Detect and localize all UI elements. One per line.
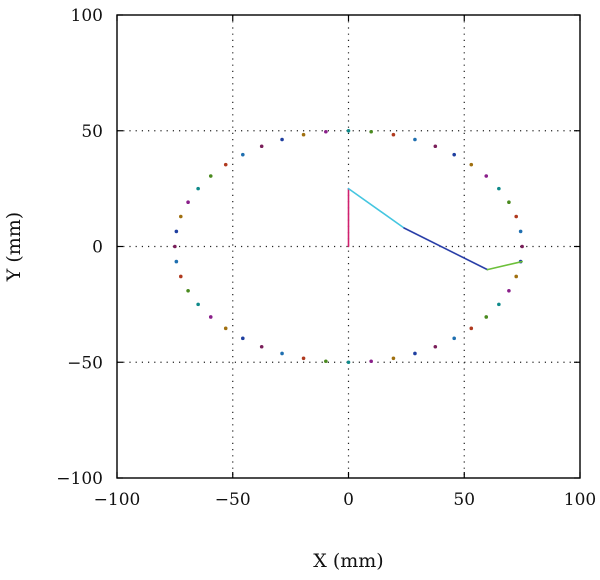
ellipse-point [280, 137, 284, 142]
x-axis-title: X (mm) [313, 550, 383, 572]
ellipse-point [241, 336, 245, 341]
ellipse-point [413, 351, 417, 356]
ellipse-point [484, 315, 489, 319]
ellipse-point [324, 359, 328, 364]
axis-ticks: −100 −50 0 50 100 −100 −50 0 50 100 [56, 6, 596, 510]
y-tick-label: 50 [81, 122, 103, 142]
ellipse-point [223, 326, 228, 331]
ellipse-point [324, 129, 328, 134]
ellipse-point [173, 244, 177, 249]
ellipse-point [301, 356, 306, 361]
ellipse-point [196, 302, 200, 307]
ellipse-point [259, 144, 264, 149]
x-tick-label: 50 [453, 490, 475, 510]
ellipse-point [520, 244, 524, 249]
ellipse-point [346, 360, 351, 365]
ellipse-point [507, 288, 511, 293]
y-tick-label: −100 [56, 469, 103, 489]
ellipse-point [514, 214, 519, 219]
link-4 [486, 260, 523, 271]
y-tick-label: 100 [71, 6, 103, 26]
ellipse-point [223, 162, 228, 167]
ellipse-point [433, 344, 438, 349]
ellipse-point [178, 214, 183, 219]
y-axis-title: Y (mm) [3, 212, 25, 282]
x-tick-label: 100 [564, 490, 596, 510]
ellipse-point [391, 356, 396, 361]
ellipse-point [452, 152, 456, 157]
ellipse-point [413, 137, 417, 142]
ellipse-point [208, 315, 213, 319]
ellipse-point [452, 336, 456, 341]
link-3 [403, 227, 489, 271]
ellipse-point [174, 229, 179, 234]
ellipse-points [173, 128, 524, 365]
ellipse-point [469, 162, 474, 167]
link-2 [347, 187, 405, 229]
ellipse-point [241, 152, 245, 157]
ellipse-point [208, 174, 213, 178]
ellipse-point [178, 274, 183, 279]
ellipse-point [497, 302, 501, 307]
ellipse-point [186, 288, 190, 293]
y-tick-label: 0 [92, 238, 103, 258]
ellipse-point [507, 200, 511, 205]
ellipse-point [196, 186, 200, 191]
ellipse-point [346, 128, 351, 133]
ellipse-point [433, 144, 438, 149]
ellipse-point [514, 274, 519, 279]
ellipse-point [301, 132, 306, 137]
ellipse-point [369, 359, 373, 364]
y-tick-label: −50 [67, 353, 103, 373]
ellipse-point [484, 174, 489, 178]
ellipse-point [186, 200, 190, 205]
mechanism-links [347, 187, 523, 271]
ellipse-point [280, 351, 284, 356]
ellipse-point [391, 132, 396, 137]
ellipse-point [174, 259, 179, 264]
x-tick-label: −100 [94, 490, 141, 510]
ellipse-point [469, 326, 474, 331]
ellipse-point [259, 344, 264, 349]
x-tick-label: 0 [343, 490, 354, 510]
ellipse-point [369, 129, 373, 134]
ellipse-point [518, 229, 523, 234]
x-tick-label: −50 [215, 490, 251, 510]
ellipse-point [497, 186, 501, 191]
